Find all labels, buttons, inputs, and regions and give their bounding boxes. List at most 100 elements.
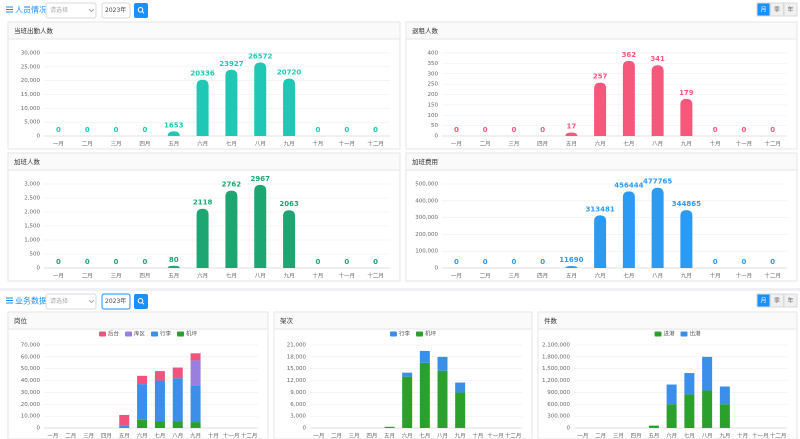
data-label: 477765 [643, 178, 672, 186]
search-icon [141, 11, 145, 14]
chart-card-header [538, 312, 797, 329]
year-input[interactable] [101, 293, 131, 310]
x-tick-label: 十一月 [338, 272, 355, 280]
select[interactable] [45, 293, 97, 310]
data-label: 0 [373, 258, 378, 266]
legend-label: 后台 [108, 330, 120, 338]
x-tick-label: 十一月 [736, 272, 753, 280]
data-label: 362 [622, 51, 637, 59]
bar-segment [648, 425, 659, 428]
x-tick-label: 九月 [284, 140, 295, 148]
bar [225, 69, 238, 136]
y-tick-label: 0 [37, 134, 41, 140]
x-tick-label: 十一月 [223, 432, 240, 439]
y-tick-label: 0 [37, 266, 41, 272]
year-input[interactable] [101, 2, 131, 19]
x-tick-label: 十月 [312, 140, 323, 148]
x-tick-label: 九月 [284, 272, 295, 280]
x-tick-label: 七月 [154, 432, 165, 439]
bar-segment [684, 394, 695, 428]
x-tick-label: 四月 [139, 273, 150, 280]
search-button[interactable] [134, 3, 148, 18]
legend-swatch [151, 331, 158, 337]
data-label: 313481 [586, 205, 615, 213]
data-label: 2762 [222, 181, 242, 189]
data-label: 0 [483, 258, 488, 266]
y-tick-label: 350 [428, 61, 439, 67]
chart-card-header [8, 22, 400, 39]
data-label: 0 [142, 258, 147, 266]
y-tick-label: 3,000 [24, 182, 40, 188]
y-tick-label: 200,000 [415, 232, 438, 238]
chart-title: 加班人数 [14, 157, 41, 166]
data-label: 341 [650, 55, 665, 63]
select-arrow [88, 299, 95, 304]
toggle-button[interactable] [783, 293, 798, 308]
y-tick-label: 15,000 [287, 366, 307, 372]
data-label: 257 [593, 73, 608, 81]
bar [283, 78, 296, 136]
bar-segment [419, 362, 430, 428]
bar [594, 82, 607, 136]
x-tick-label: 一月 [451, 141, 462, 148]
bar-segment [137, 375, 148, 385]
data-label: 80 [169, 256, 179, 264]
x-tick-label: 一月 [53, 141, 64, 148]
y-tick-label: 400 [428, 51, 439, 57]
bar [196, 79, 209, 136]
data-label: 0 [373, 126, 378, 134]
x-tick-label: 十二月 [505, 432, 522, 439]
x-tick-label: 五月 [648, 433, 659, 439]
y-tick-label: 70,000 [21, 343, 41, 349]
x-tick-label: 四月 [537, 273, 548, 280]
data-label: 0 [344, 126, 349, 134]
y-tick-label: 5,000 [24, 120, 40, 126]
bar-segment [455, 382, 466, 393]
x-tick-label: 十一月 [736, 140, 753, 148]
bar [225, 190, 238, 268]
y-tick-label: 0 [303, 426, 307, 432]
bar-segment [455, 392, 466, 428]
data-label: 0 [713, 258, 718, 266]
legend-swatch [416, 331, 423, 337]
chart-card-header [406, 153, 797, 170]
y-tick-label: 2,000 [24, 210, 40, 216]
x-tick-label: 五月 [168, 141, 179, 148]
select[interactable] [45, 2, 97, 19]
y-tick-label: 15,000 [21, 92, 41, 98]
y-tick-label: 300 [428, 71, 439, 77]
x-tick-label: 五月 [168, 273, 179, 280]
y-tick-label: 30,000 [21, 51, 41, 57]
bar [254, 184, 267, 268]
data-label: 344865 [672, 200, 701, 208]
x-tick-label: 三月 [83, 433, 94, 439]
chart-title: 当班出勤人数 [14, 26, 54, 35]
chart-card-header [406, 22, 797, 39]
search-button[interactable] [134, 294, 148, 309]
x-tick-label: 七月 [684, 432, 695, 439]
x-tick-label: 五月 [384, 433, 395, 439]
x-tick-label: 九月 [190, 432, 201, 439]
y-tick-label: 200 [428, 92, 439, 98]
y-tick-label: 0 [435, 266, 439, 272]
bar [680, 210, 693, 268]
data-label: 1653 [164, 121, 184, 129]
search-icon [141, 302, 145, 305]
search-icon [137, 298, 144, 304]
toggle-button[interactable] [783, 2, 798, 17]
bar [680, 98, 693, 136]
bar-segment [172, 378, 183, 422]
x-tick-label: 十一月 [487, 432, 504, 439]
x-tick-label: 八月 [255, 273, 266, 280]
data-label: 0 [142, 126, 147, 134]
x-tick-label: 五月 [566, 273, 577, 280]
legend-label: 库区 [134, 330, 146, 338]
bar-segment [190, 385, 201, 423]
bar [283, 210, 296, 268]
bar-segment [402, 376, 413, 428]
year-text: 2023年 [105, 6, 126, 14]
y-tick-label: 300,000 [547, 414, 570, 420]
x-tick-label: 九月 [681, 140, 692, 148]
y-tick-label: 300,000 [415, 215, 438, 221]
data-label: 0 [741, 258, 746, 266]
